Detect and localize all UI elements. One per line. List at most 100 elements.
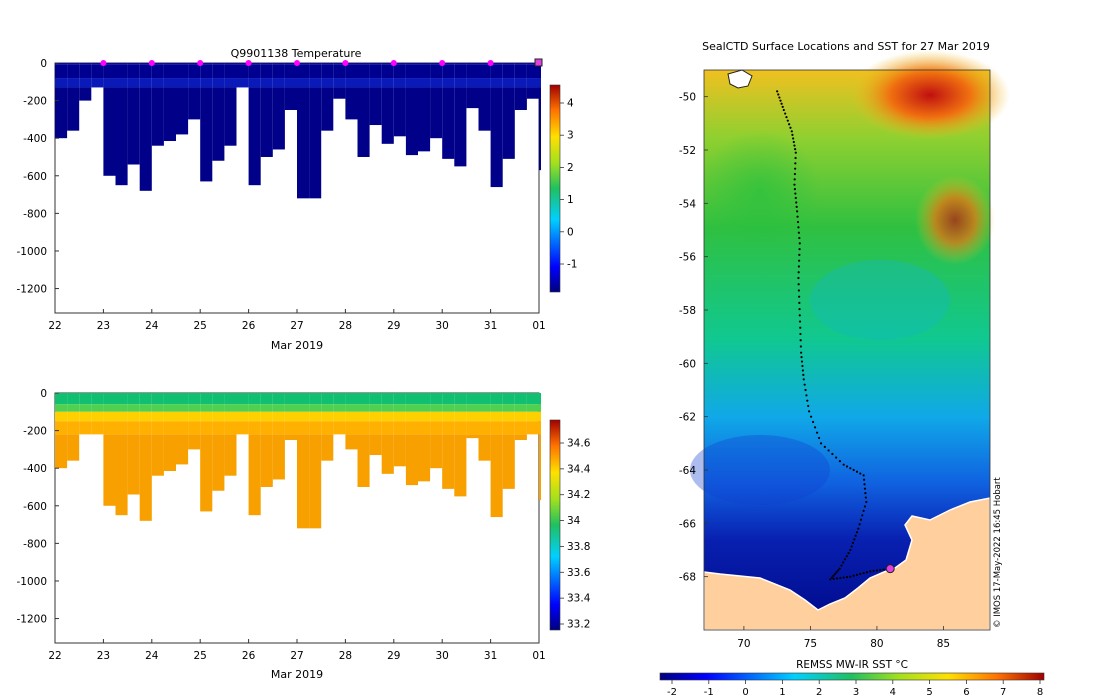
profile-column	[260, 404, 273, 412]
track-point	[865, 500, 868, 504]
track-point	[849, 575, 852, 578]
profile-column	[224, 393, 237, 405]
profile-column	[345, 64, 358, 79]
profile-column	[357, 404, 370, 412]
track-point	[859, 518, 863, 521]
profile-column	[357, 78, 370, 88]
profile-column	[79, 393, 92, 405]
profile-column	[55, 87, 68, 139]
profile-column	[236, 421, 249, 435]
profile-column	[345, 393, 358, 405]
profile-column	[200, 393, 213, 405]
profile-column	[127, 393, 140, 405]
track-point	[798, 242, 801, 245]
profile-column	[248, 78, 261, 88]
track-point	[798, 253, 801, 256]
profile-column	[260, 434, 273, 487]
profile-column	[466, 411, 479, 422]
profile-column	[321, 87, 334, 131]
profile-column	[236, 393, 249, 405]
track-point	[794, 196, 797, 200]
profile-column	[393, 87, 406, 137]
profile-column	[272, 78, 285, 88]
profile-column	[224, 411, 237, 422]
profile-column	[430, 87, 443, 139]
temperature-y-axis: 0 -200 -400 -600 -800 -1000 -1200	[16, 58, 59, 296]
profile-column	[490, 421, 503, 435]
profile-column	[369, 393, 382, 405]
y-tick-label: -400	[23, 463, 47, 475]
profile-column	[333, 64, 346, 79]
y-tick-label: -800	[23, 538, 47, 550]
profile-column	[490, 393, 503, 405]
x-tick-label: 28	[339, 320, 352, 332]
profile-column	[67, 411, 80, 422]
profile-column	[55, 64, 68, 79]
profile-column	[466, 404, 479, 412]
profile-column	[345, 63, 358, 65]
profile-column	[91, 404, 104, 412]
profile-column	[200, 421, 213, 435]
track-point	[795, 201, 798, 204]
profile-column	[272, 393, 285, 405]
profile-column	[200, 411, 213, 422]
profile-column	[405, 63, 418, 65]
track-point	[793, 188, 796, 191]
profile-column	[490, 64, 503, 79]
colorbar-tick-label: 3	[567, 130, 574, 142]
profile-column	[176, 434, 189, 465]
profile-column	[466, 393, 479, 405]
track-point	[794, 156, 797, 160]
x-tick-label: 22	[48, 650, 61, 662]
track-point	[849, 548, 852, 552]
profile-column	[139, 434, 152, 521]
profile-column	[236, 404, 249, 412]
track-point	[829, 578, 832, 581]
profile-column	[212, 63, 225, 65]
profile-column	[260, 87, 273, 157]
surface-marker	[100, 60, 107, 66]
x-tick-label: 24	[145, 650, 159, 662]
track-point	[845, 465, 849, 468]
track-point	[800, 351, 803, 354]
track-point	[798, 236, 801, 240]
track-point	[781, 105, 784, 108]
track-point	[802, 378, 805, 381]
surface-marker	[390, 60, 397, 66]
profile-column	[139, 411, 152, 422]
temperature-colorbar-ticks: 4 3 2 1 0 -1	[560, 98, 577, 271]
track-point	[872, 569, 875, 572]
temperature-panel: Q9901138 Temperature 0 -200 -400 -600 -800 -1…	[16, 47, 577, 352]
profile-column	[345, 421, 358, 435]
profile-column	[212, 87, 225, 161]
track-point	[832, 577, 835, 580]
profile-column	[79, 421, 92, 435]
x-tick-label: 01	[532, 650, 545, 662]
salinity-y-axis: 0 -200 -400 -600 -800 -1000 -1200	[16, 388, 59, 626]
profile-column	[466, 64, 479, 79]
profile-column	[309, 78, 322, 88]
seal-track	[776, 90, 889, 581]
track-point	[845, 576, 849, 579]
profile-column	[55, 63, 68, 65]
profile-column	[79, 404, 92, 412]
profile-column	[345, 404, 358, 412]
x-tick-label: 24	[145, 320, 159, 332]
profile-column	[393, 393, 406, 405]
temperature-xlabel: Mar 2019	[271, 339, 323, 352]
x-tick-label: 31	[484, 320, 497, 332]
profile-column	[393, 63, 406, 65]
profile-column	[466, 78, 479, 88]
x-tick-label: 25	[194, 650, 207, 662]
profile-column	[539, 64, 541, 79]
profile-column	[514, 87, 527, 110]
track-point	[837, 569, 840, 572]
profile-column	[357, 421, 370, 435]
track-point	[798, 320, 802, 323]
profile-column	[212, 411, 225, 422]
x-tick-label: 26	[242, 320, 256, 332]
profile-column	[454, 87, 467, 167]
profile-column	[369, 434, 382, 456]
track-point	[855, 531, 859, 534]
profile-column	[67, 63, 80, 65]
